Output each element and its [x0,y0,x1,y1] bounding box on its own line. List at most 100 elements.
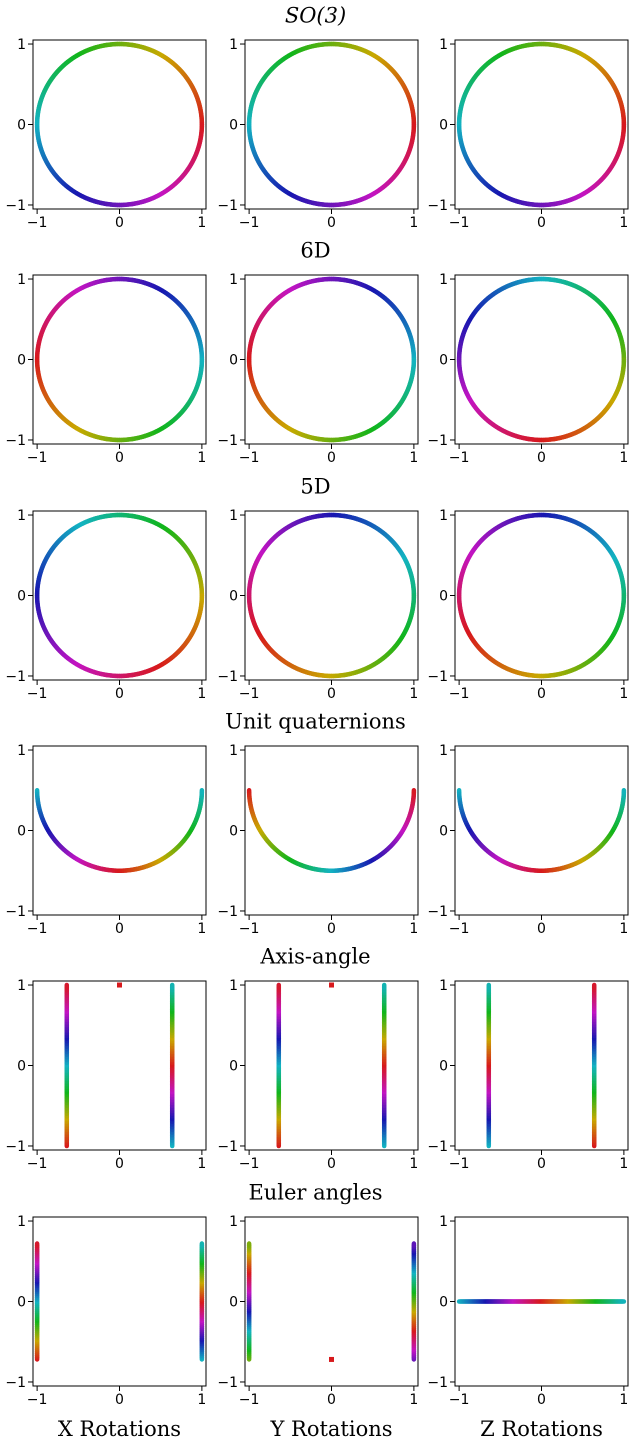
axes-frame [32,510,207,681]
subplot-axes: −1 0 1 −1 0 1 [217,508,419,702]
y-tick-label: −1 [427,433,448,449]
axes-frame [244,510,419,681]
y-tick-label: 1 [229,743,238,759]
row-title: 5D [300,475,330,499]
x-tick-label: 0 [537,1156,546,1172]
subplot-axes: −1 0 1 −1 0 1 [5,272,207,466]
y-tick-label: 0 [229,353,238,369]
axes-frame [32,1216,207,1387]
y-tick-label: −1 [427,669,448,685]
x-tick-label: 0 [537,686,546,702]
x-tick-label: 1 [197,1156,206,1172]
series-curve [34,276,205,443]
axes-frame [32,980,207,1151]
y-tick-label: −1 [5,198,26,214]
y-tick-label: −1 [427,198,448,214]
y-tick-label: −1 [217,904,238,920]
x-tick-label: 1 [619,686,628,702]
axes-frame [454,980,629,1151]
x-tick-label: 1 [409,450,418,466]
y-tick-label: 1 [439,508,448,524]
y-tick-label: 1 [17,978,26,994]
y-tick-label: −1 [5,433,26,449]
subplot-axes: −1 0 1 −1 0 1 [427,978,629,1172]
x-tick-label: 1 [619,215,628,231]
subplot-axes: −1 0 1 −1 0 1 [427,1214,629,1408]
y-tick-label: 0 [439,1295,448,1311]
x-tick-label: −1 [449,215,470,231]
x-tick-label: 0 [327,1392,336,1408]
axes-frame [32,39,207,210]
y-tick-label: 0 [229,118,238,134]
x-tick-label: 1 [409,1392,418,1408]
y-tick-label: −1 [5,669,26,685]
y-tick-label: −1 [427,904,448,920]
y-tick-label: 0 [17,118,26,134]
y-tick-label: 0 [439,353,448,369]
series-curve [456,512,627,679]
axes-frame [454,510,629,681]
y-tick-label: −1 [427,1139,448,1155]
x-tick-label: 1 [619,450,628,466]
y-tick-label: 1 [439,272,448,288]
y-tick-label: 1 [439,1214,448,1230]
axes-frame [454,39,629,210]
x-tick-label: 0 [327,450,336,466]
subplot-axes: −1 0 1 −1 0 1 [5,37,207,231]
x-tick-label: 0 [115,450,124,466]
subplot-axes: −1 0 1 −1 0 1 [217,1214,419,1408]
x-tick-label: 0 [537,215,546,231]
y-tick-label: −1 [217,1375,238,1391]
y-tick-label: 0 [17,824,26,840]
y-tick-label: 1 [17,1214,26,1230]
x-tick-label: −1 [449,686,470,702]
axes-frame [244,274,419,445]
y-tick-label: 1 [229,272,238,288]
x-tick-label: −1 [239,215,260,231]
subplot-axes: −1 0 1 −1 0 1 [217,743,419,937]
subplot-axes: −1 0 1 −1 0 1 [217,272,419,466]
series-curve [34,41,205,208]
row-title: Unit quaternions [225,710,406,734]
axes-frame [244,745,419,916]
y-tick-label: −1 [5,1139,26,1155]
x-tick-label: 1 [197,450,206,466]
y-tick-label: 1 [229,37,238,53]
y-tick-label: 1 [17,272,26,288]
x-tick-label: 1 [619,921,628,937]
x-tick-label: −1 [449,450,470,466]
y-tick-label: 1 [229,1214,238,1230]
column-label: Y Rotations [269,1417,392,1441]
subplot-axes: −1 0 1 −1 0 1 [427,743,629,937]
x-tick-label: −1 [239,921,260,937]
x-tick-label: 1 [409,1156,418,1172]
subplot-axes: −1 0 1 −1 0 1 [427,272,629,466]
x-tick-label: −1 [27,686,48,702]
y-tick-label: 0 [229,1295,238,1311]
y-tick-label: 0 [439,824,448,840]
series-curve [456,41,627,208]
x-tick-label: 0 [537,450,546,466]
x-tick-label: 0 [327,215,336,231]
row-title: SO(3) [285,4,346,28]
x-tick-label: −1 [449,921,470,937]
y-tick-label: 0 [229,1059,238,1075]
x-tick-label: 0 [115,686,124,702]
axes-frame [244,980,419,1151]
series-curve [34,788,205,873]
y-tick-label: 0 [17,1295,26,1311]
series-curve [456,788,627,873]
y-tick-label: 1 [17,508,26,524]
x-tick-label: 1 [197,921,206,937]
series-curve [246,788,417,873]
x-tick-label: −1 [239,1392,260,1408]
y-tick-label: −1 [427,1375,448,1391]
subplot-axes: −1 0 1 −1 0 1 [5,978,207,1172]
subplot-axes: −1 0 1 −1 0 1 [5,743,207,937]
subplot-axes: −1 0 1 −1 0 1 [427,37,629,231]
y-tick-label: −1 [5,1375,26,1391]
row-title: Euler angles [248,1181,382,1205]
x-tick-label: −1 [449,1392,470,1408]
y-tick-label: 0 [17,1059,26,1075]
